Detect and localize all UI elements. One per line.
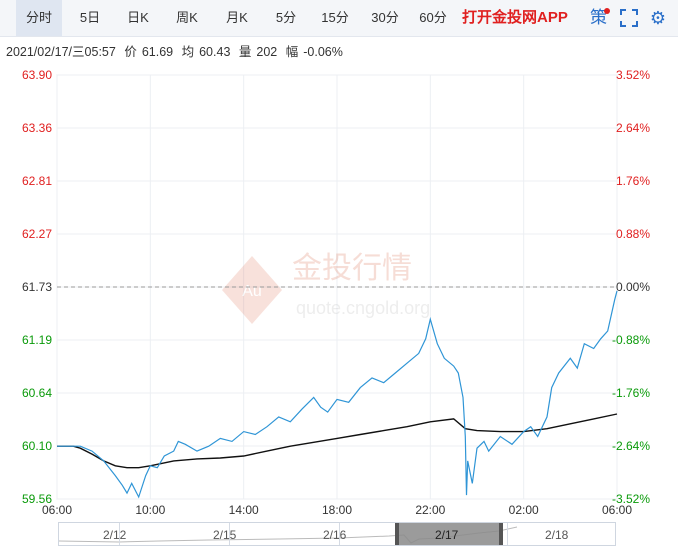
tab-30min[interactable]: 30分 bbox=[371, 10, 399, 25]
y-tick-label-left: 59.56 bbox=[22, 492, 52, 506]
x-tick-label: 22:00 bbox=[415, 503, 445, 517]
strategy-button[interactable]: 策 bbox=[590, 8, 607, 27]
price-label: 价 bbox=[124, 45, 137, 59]
y-tick-label-left: 60.64 bbox=[22, 386, 52, 400]
x-tick-label: 02:00 bbox=[509, 503, 539, 517]
navigator-window[interactable] bbox=[397, 523, 501, 545]
y-tick-label-right: -3.52% bbox=[612, 492, 650, 506]
y-tick-label-right: -1.76% bbox=[612, 386, 650, 400]
navigator-label: 2/12 bbox=[103, 528, 127, 542]
tab-15min[interactable]: 15分 bbox=[321, 10, 349, 25]
x-tick-label: 18:00 bbox=[322, 503, 352, 517]
notification-dot bbox=[604, 8, 610, 14]
price-line bbox=[57, 290, 618, 499]
x-axis: 06:00 10:00 14:00 18:00 22:00 02:00 06:00 bbox=[42, 503, 632, 517]
avg-label: 均 bbox=[181, 45, 195, 59]
navigator-divider bbox=[339, 523, 340, 545]
navigator-divider bbox=[229, 523, 230, 545]
y-tick-label-left: 61.73 bbox=[22, 280, 52, 294]
navigator-label: 2/17 bbox=[435, 528, 459, 542]
avg-value: 60.43 bbox=[199, 45, 231, 59]
watermark-cn: 金投行情 bbox=[292, 251, 412, 286]
time-navigator[interactable]: 2/12 2/15 2/16 2/17 2/18 bbox=[58, 522, 616, 546]
open-app-link[interactable]: 打开金投网APP bbox=[462, 9, 568, 26]
navigator-divider bbox=[507, 523, 508, 545]
tab-weekly-k[interactable]: 周K bbox=[176, 10, 198, 25]
x-tick-label: 06:00 bbox=[602, 503, 632, 517]
watermark-logo-text: Au bbox=[242, 283, 262, 300]
y-tick-label-right: 3.52% bbox=[616, 68, 650, 82]
y-tick-label-right: 2.64% bbox=[616, 121, 650, 135]
watermark-logo: Au bbox=[222, 256, 282, 324]
navigator-right-handle[interactable] bbox=[499, 523, 503, 545]
volume-label: 量 bbox=[238, 45, 252, 59]
y-tick-label-right: -0.88% bbox=[612, 333, 650, 347]
navigator-divider bbox=[119, 523, 120, 545]
fullscreen-icon[interactable] bbox=[620, 9, 638, 27]
tab-60min[interactable]: 60分 bbox=[419, 10, 447, 25]
avg-price-line bbox=[57, 413, 618, 469]
y-axis-left: 63.90 63.36 62.81 62.27 61.73 61.19 60.64 60.10… bbox=[22, 68, 52, 506]
amplitude-label: 幅 bbox=[285, 45, 299, 59]
y-tick-label-left: 63.90 bbox=[22, 68, 52, 82]
y-tick-label-right: 0.00% bbox=[616, 280, 650, 294]
x-tick-label: 06:00 bbox=[42, 503, 72, 517]
y-tick-label-right: 0.88% bbox=[616, 227, 650, 241]
y-axis-right: 3.52% 2.64% 1.76% 0.88% 0.00% -0.88% -1.76% -2.… bbox=[612, 68, 650, 506]
tab-5min[interactable]: 5分 bbox=[275, 10, 297, 25]
y-tick-label-left: 62.27 bbox=[22, 227, 52, 241]
y-tick-label-left: 63.36 bbox=[22, 121, 52, 135]
intraday-chart[interactable]: Au 金投行情 quote.cngold.org 63.90 63.36 62.81… bbox=[0, 62, 678, 522]
quote-info-line: 2021/02/17/三05:57 价 61.69 均 60.43 量 202 幅 -0… bbox=[6, 41, 348, 60]
y-tick-label-right: -2.64% bbox=[612, 439, 650, 453]
tab-intraday[interactable]: 分时 bbox=[16, 0, 62, 36]
quote-datetime: 2021/02/17/三05:57 bbox=[6, 45, 116, 59]
price-value: 61.69 bbox=[141, 45, 174, 59]
navigator-label: 2/15 bbox=[213, 528, 237, 542]
navigator-label: 2/18 bbox=[545, 528, 569, 542]
navigator-left-handle[interactable] bbox=[395, 523, 399, 545]
y-tick-label-left: 61.19 bbox=[22, 333, 52, 347]
volume-value: 202 bbox=[256, 45, 278, 59]
x-tick-label: 10:00 bbox=[135, 503, 165, 517]
y-tick-label-left: 60.10 bbox=[22, 439, 52, 453]
amplitude-value: -0.06% bbox=[303, 45, 343, 59]
y-tick-label-right: 1.76% bbox=[616, 174, 650, 188]
tab-daily-k[interactable]: 日K bbox=[127, 10, 149, 25]
y-tick-label-left: 62.81 bbox=[22, 174, 52, 188]
tab-5day[interactable]: 5日 bbox=[79, 10, 101, 25]
x-tick-label: 14:00 bbox=[229, 503, 259, 517]
tab-monthly-k[interactable]: 月K bbox=[226, 10, 248, 25]
watermark: Au 金投行情 quote.cngold.org bbox=[222, 251, 430, 324]
navigator-label: 2/16 bbox=[323, 528, 347, 542]
settings-icon[interactable]: ⚙ bbox=[649, 8, 667, 28]
watermark-en: quote.cngold.org bbox=[296, 298, 430, 318]
period-toolbar: 分时 5日 日K 周K 月K 5分 15分 30分 60分 打开金投网APP 策… bbox=[0, 0, 678, 37]
